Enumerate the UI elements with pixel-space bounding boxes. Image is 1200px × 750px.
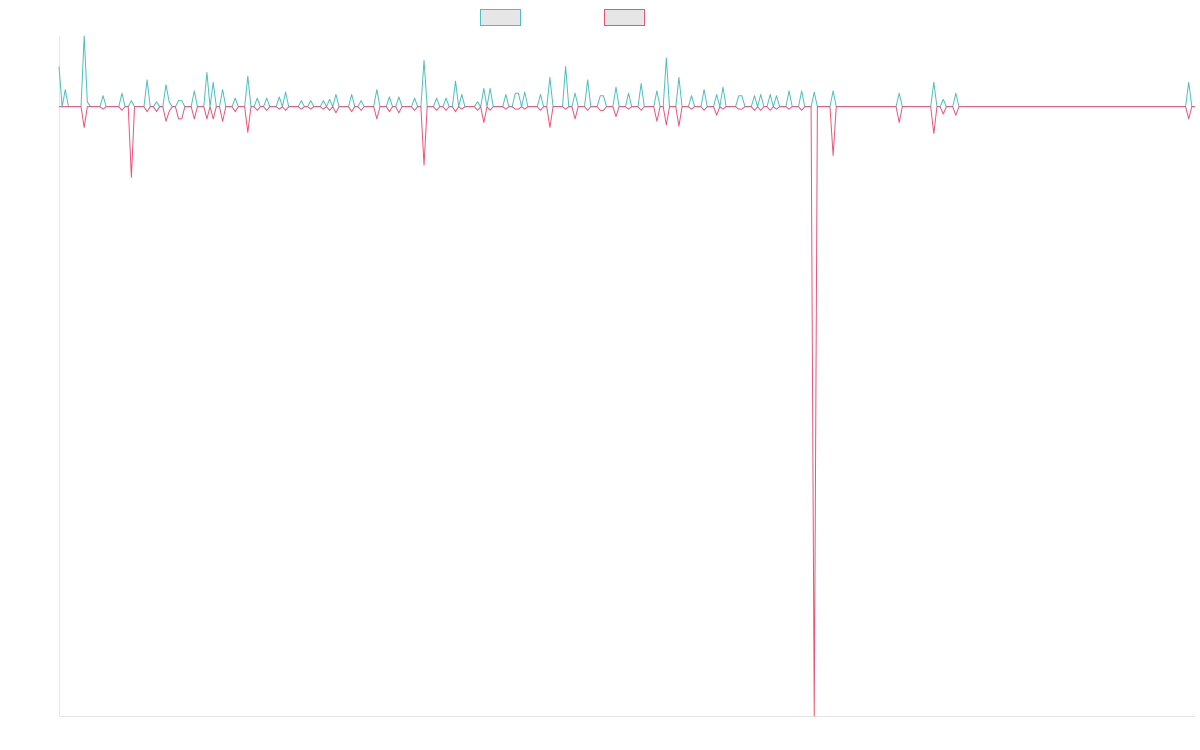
series-layer [58,35,1195,717]
legend-swatch-1[interactable] [480,9,521,26]
series-line-1 [58,35,1195,108]
legend-swatch-2[interactable] [604,9,645,26]
legend [480,9,645,26]
series-line-2 [59,106,1195,717]
